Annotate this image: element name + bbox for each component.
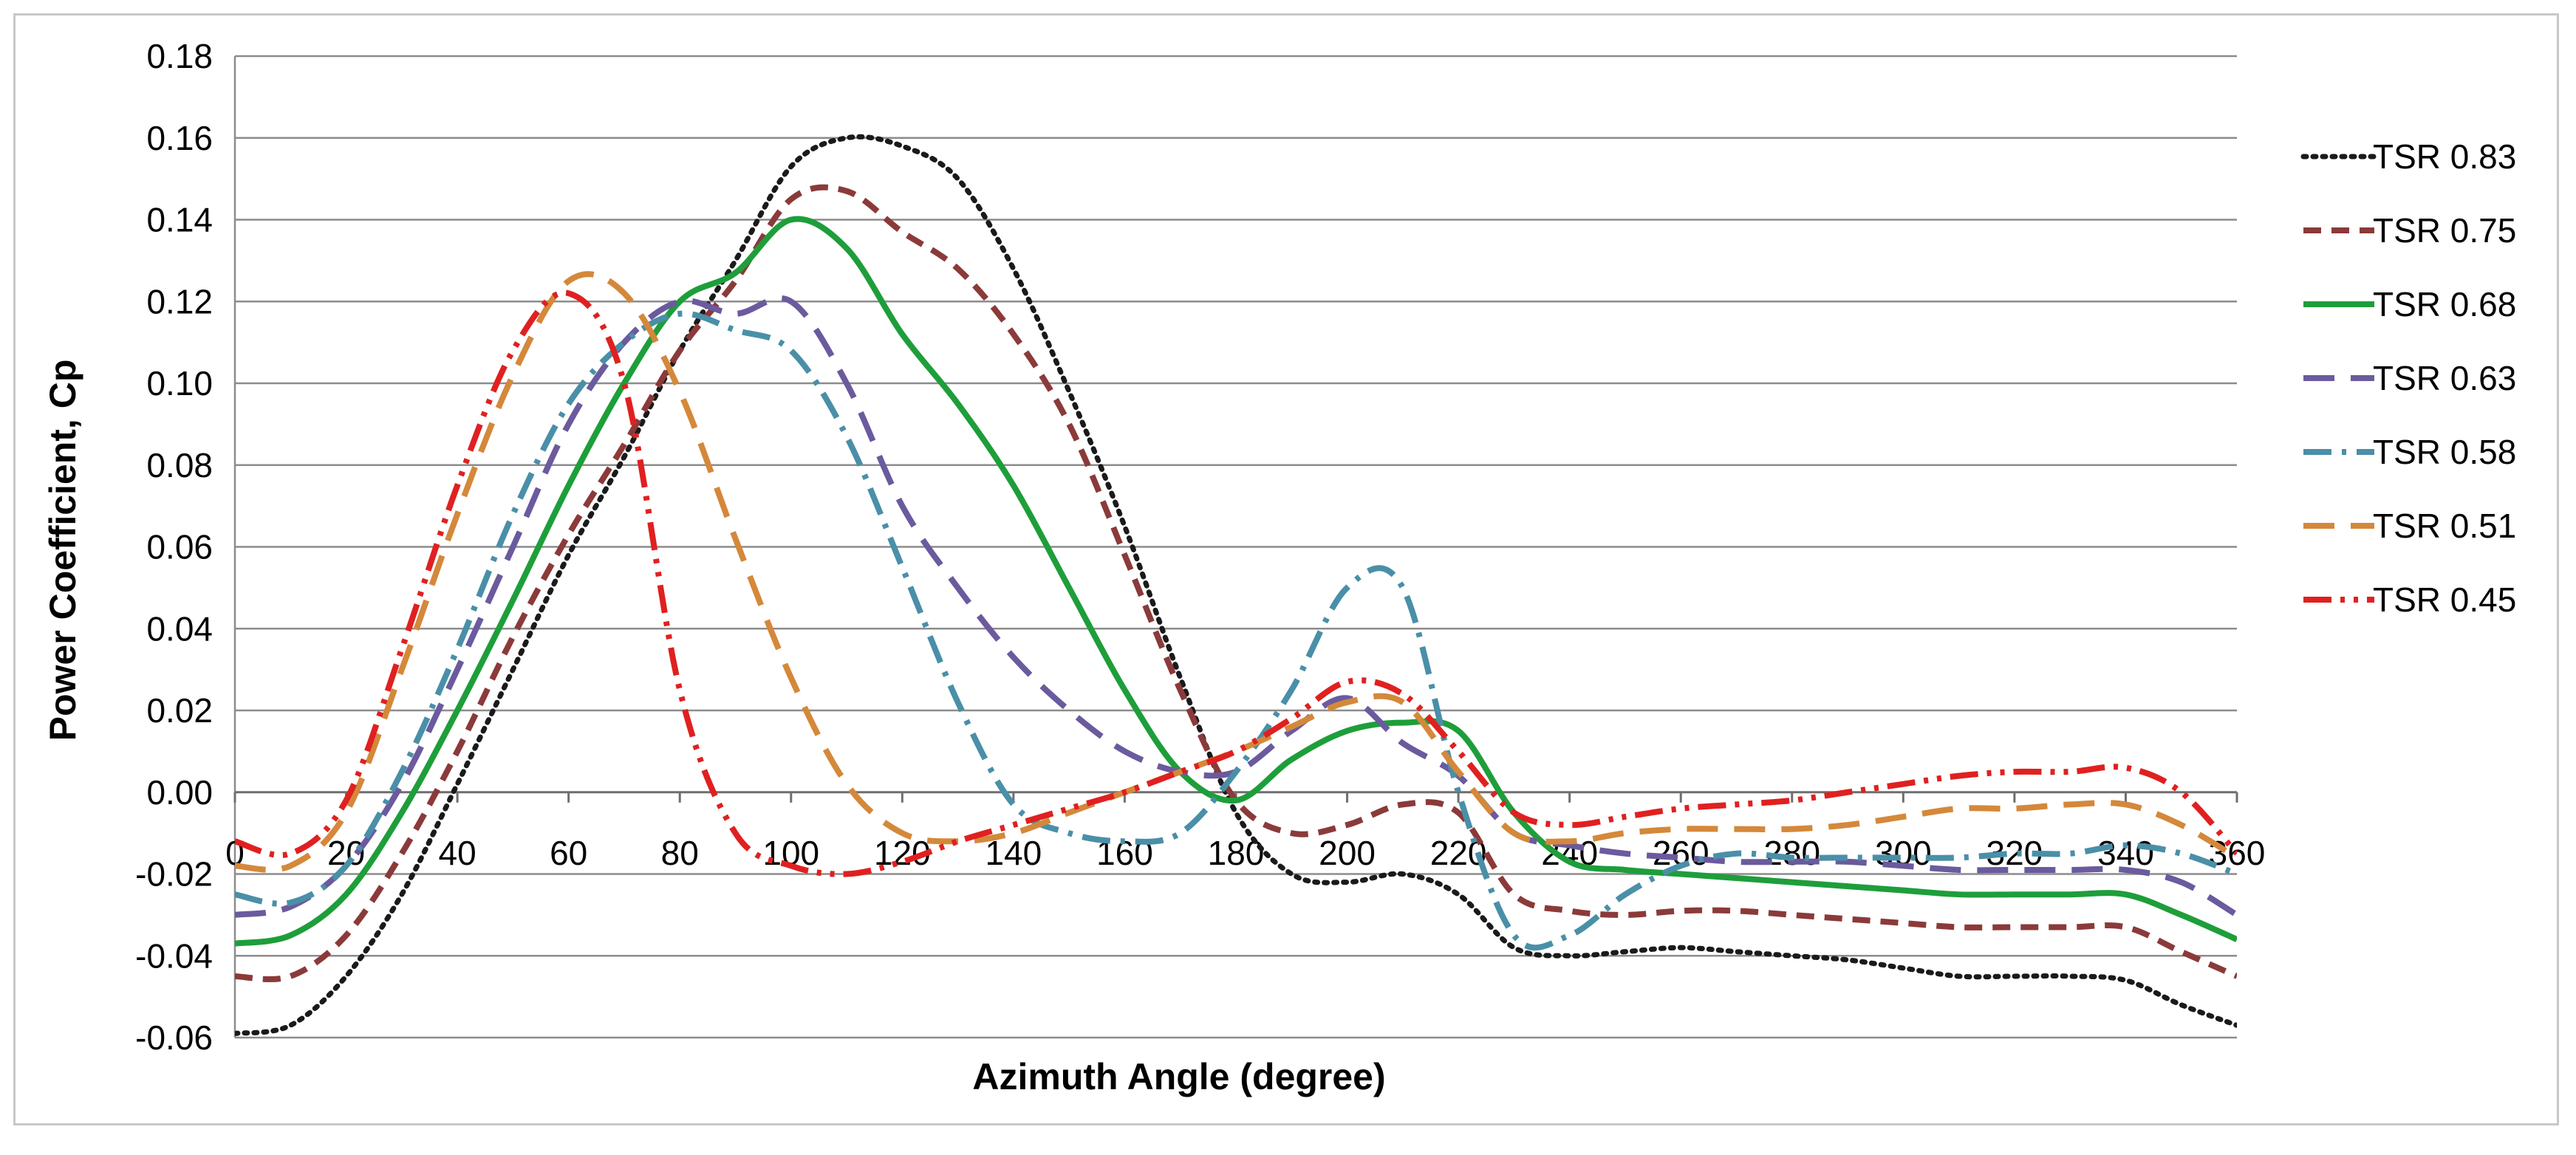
series-line-tsr-0-83 [235,134,2237,1036]
series-line-tsr-0-51 [235,271,2237,873]
x-axis-title: Azimuth Angle (degree) [972,1056,1385,1097]
x-tick-label: 340 [2097,834,2154,872]
legend-label-tsr-0-68: TSR 0.68 [2373,285,2516,323]
y-tick-label: 0.16 [146,119,213,157]
legend-label-tsr-0-83: TSR 0.83 [2373,137,2516,176]
y-tick-label: -0.06 [135,1018,213,1057]
series-layer [235,134,2237,1036]
grid-layer [235,55,2237,1039]
legend-label-tsr-0-63: TSR 0.63 [2373,359,2516,397]
x-tick-label: 80 [661,834,699,872]
series-line-tsr-0-75 [235,184,2237,983]
y-tick-label: 0.10 [146,364,213,402]
y-tick-label: -0.02 [135,855,213,894]
y-tick-label: 0.06 [146,528,213,566]
axis-layer: -0.06 -0.04 -0.02 0.00 0.02 0.04 0.06 0.08 0.10 0… [135,37,2265,1057]
legend-label-tsr-0-45: TSR 0.45 [2373,580,2516,619]
series-line-tsr-0-45 [235,289,2237,877]
y-tick-label: 0.18 [146,37,213,75]
y-tick-label: 0.08 [146,446,213,484]
y-tick-label: 0.12 [146,282,213,321]
x-tick-label: 60 [550,834,587,872]
y-tick-label: 0.14 [146,201,213,239]
y-tick-label: 0.04 [146,609,213,648]
y-tick-label: 0.02 [146,691,213,730]
x-tick-label: 280 [1763,834,1820,872]
series-line-tsr-0-58 [235,310,2237,951]
y-tick-label: 0.00 [146,773,213,812]
series-line-tsr-0-68 [235,216,2237,947]
legend-label-tsr-0-58: TSR 0.58 [2373,433,2516,471]
y-tick-label: -0.04 [135,936,213,975]
x-tick-label: 40 [439,834,476,872]
legend-label-tsr-0-51: TSR 0.51 [2373,507,2516,545]
x-tick-label: 200 [1319,834,1376,872]
series-line-tsr-0-63 [235,295,2237,918]
legend: TSR 0.83 TSR 0.75 TSR 0.68 TSR 0.63 TSR 0.58… [2300,137,2516,619]
y-axis-title: Power Coefficient, Cp [42,360,83,741]
legend-label-tsr-0-75: TSR 0.75 [2373,211,2516,250]
